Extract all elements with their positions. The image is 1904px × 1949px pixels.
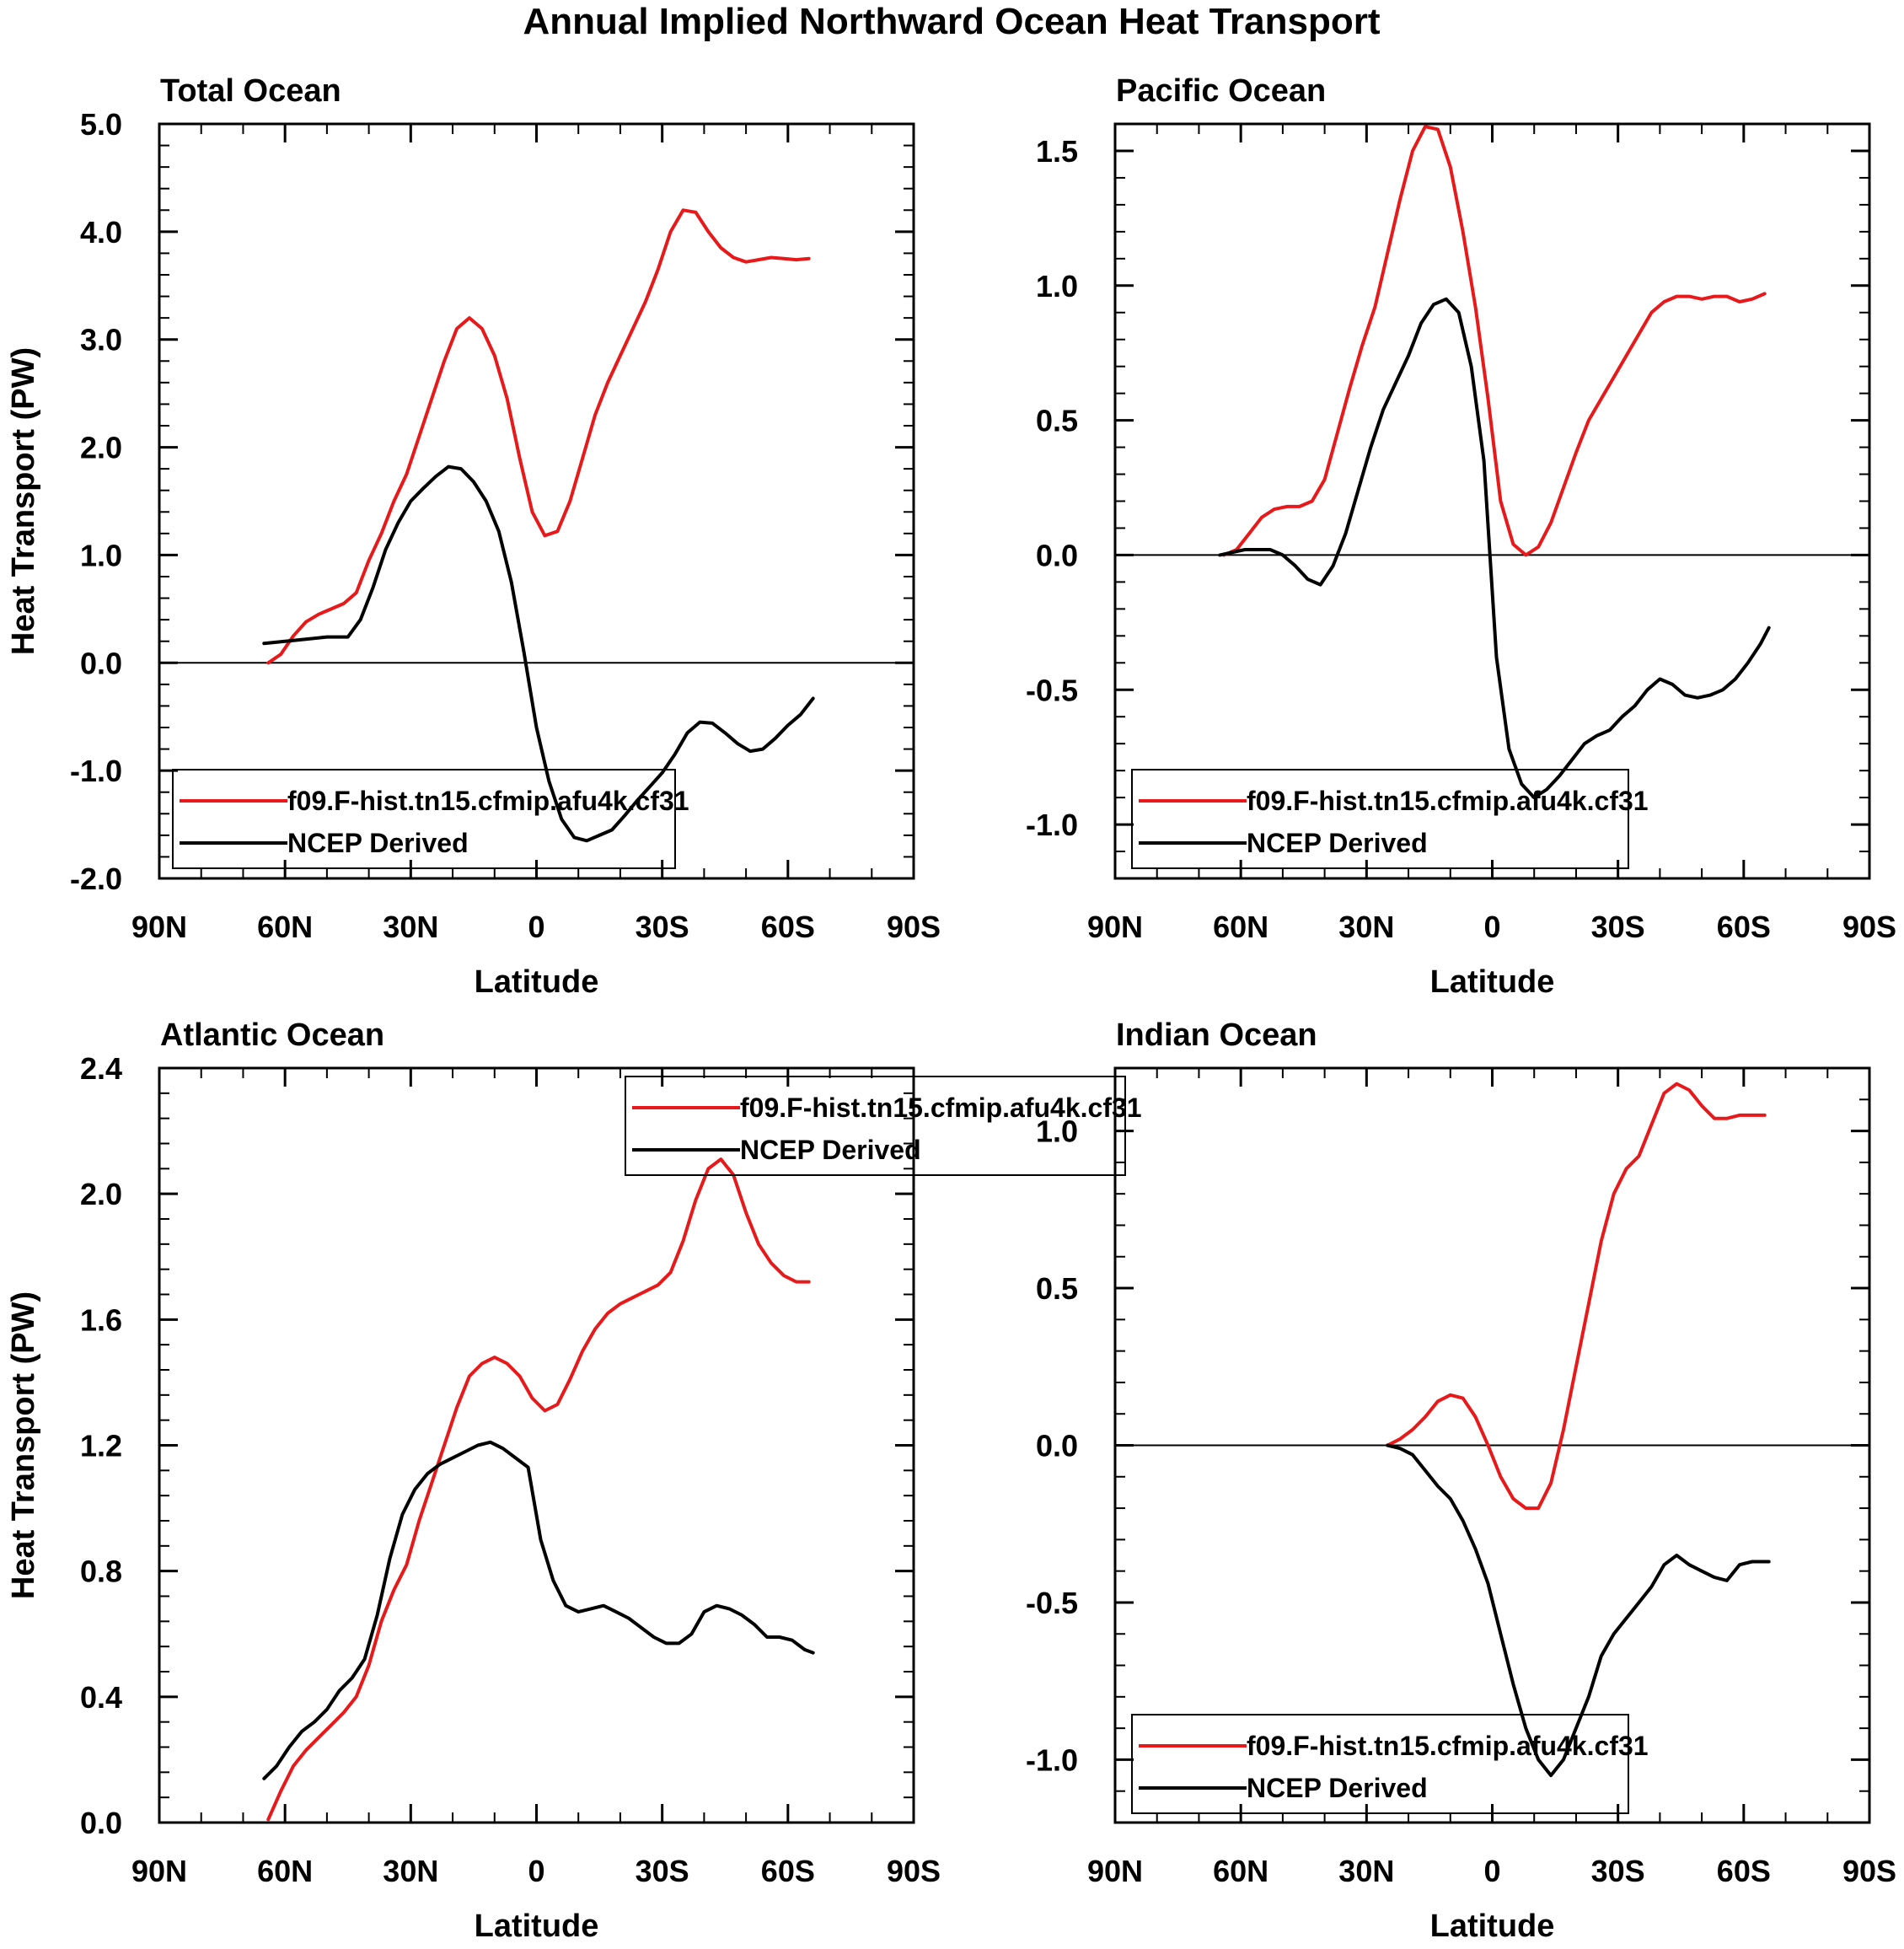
x-tick-label: 90N xyxy=(131,1854,187,1888)
panel-title: Atlantic Ocean xyxy=(160,1017,384,1053)
x-axis-label: Latitude xyxy=(1430,964,1555,1000)
x-tick-label: 90N xyxy=(1087,1854,1143,1888)
x-tick-label: 90S xyxy=(1842,910,1896,944)
y-tick-label: 0.5 xyxy=(1036,1271,1078,1306)
x-tick-label: 0 xyxy=(1483,910,1500,944)
x-tick-label: 60S xyxy=(1717,910,1771,944)
y-tick-label: 0.0 xyxy=(80,646,122,680)
legend: f09.F-hist.tn15.cfmip.afu4k.cf31 NCEP Der… xyxy=(1131,769,1649,869)
y-tick-label: 0.0 xyxy=(80,1806,122,1840)
x-tick-label: 30S xyxy=(1591,1854,1645,1888)
x-axis-label: Latitude xyxy=(475,1909,599,1944)
x-tick-label: 30S xyxy=(636,1854,689,1888)
legend: f09.F-hist.tn15.cfmip.afu4k.cf31 NCEP Der… xyxy=(625,1076,1142,1176)
series-line-ncep-derived xyxy=(1218,297,1771,800)
legend: f09.F-hist.tn15.cfmip.afu4k.cf31 NCEP Der… xyxy=(1131,1714,1649,1814)
panel-pacific-ocean: 90N 60N 30N 0 30S 60S 90S -1.0 -0.5 0.0 0.5 1.0 1.5 P… xyxy=(1026,73,1896,1000)
series-line-model xyxy=(266,1157,811,1822)
legend-box xyxy=(1131,769,1629,869)
x-tick-label: 60S xyxy=(1717,1854,1771,1888)
legend-label-ncep-derived: NCEP Derived xyxy=(287,828,469,858)
y-tick-label: 4.0 xyxy=(80,215,122,250)
legend-label-model: f09.F-hist.tn15.cfmip.afu4k.cf31 xyxy=(740,1093,1142,1123)
series-line-ncep-derived xyxy=(262,1440,815,1780)
series-line-model xyxy=(1222,125,1767,557)
x-tick-label: 30S xyxy=(636,910,689,944)
x-tick-label: 60N xyxy=(1213,910,1268,944)
y-tick-label: 2.0 xyxy=(80,1177,122,1211)
y-axis-label: Heat Transport (PW) xyxy=(6,347,41,655)
series-line-ncep-derived xyxy=(1386,1443,1771,1778)
x-axis-label: Latitude xyxy=(475,964,599,1000)
y-axis-label: Heat Transport (PW) xyxy=(6,1291,41,1599)
x-tick-label: 0 xyxy=(528,910,544,944)
x-tick-label: 90S xyxy=(1842,1854,1896,1888)
x-axis-label: Latitude xyxy=(1430,1909,1555,1944)
x-tick-label: 60S xyxy=(761,910,815,944)
y-tick-label: 0.4 xyxy=(80,1680,122,1715)
x-tick-label: 30N xyxy=(383,1854,438,1888)
y-tick-label: 1.0 xyxy=(80,538,122,572)
panel-indian-ocean: 90N 60N 30N 0 30S 60S 90S -1.0 -0.5 0.0 0.5 1.0 Indi… xyxy=(1026,1017,1896,1944)
y-tick-label: 2.0 xyxy=(80,431,122,465)
x-tick-label: 60N xyxy=(257,1854,313,1888)
panel-total-ocean: 90N 60N 30N 0 30S 60S 90S -2.0 -1.0 0.0 1.0 2.0 3.0 4… xyxy=(6,73,941,1000)
legend-box xyxy=(1131,1714,1629,1814)
y-tick-label: 0.8 xyxy=(80,1554,122,1589)
x-tick-label: 30S xyxy=(1591,910,1645,944)
x-tick-label: 90N xyxy=(1087,910,1143,944)
x-tick-label: 60N xyxy=(257,910,313,944)
y-tick-label: -1.0 xyxy=(1026,1742,1078,1777)
legend-label-ncep-derived: NCEP Derived xyxy=(1247,828,1428,858)
x-tick-label: 30N xyxy=(383,910,438,944)
y-tick-label: 0.0 xyxy=(1036,1429,1078,1463)
panel-atlantic-ocean: 90N 60N 30N 0 30S 60S 90S 0.0 0.4 0.8 1.2 1.6 2.0 2.4… xyxy=(6,1017,1142,1944)
y-tick-label: 1.5 xyxy=(1036,134,1078,169)
x-tick-label: 60S xyxy=(761,1854,815,1888)
y-tick-label: 1.0 xyxy=(1036,1114,1078,1149)
x-tick-label: 0 xyxy=(528,1854,544,1888)
legend-box xyxy=(172,769,676,869)
legend-label-model: f09.F-hist.tn15.cfmip.afu4k.cf31 xyxy=(1247,1731,1649,1761)
series-line-model xyxy=(266,208,811,665)
y-tick-label: -2.0 xyxy=(70,862,122,896)
x-tick-label: 90S xyxy=(887,910,941,944)
y-tick-label: 2.4 xyxy=(80,1051,122,1086)
y-tick-label: 1.6 xyxy=(80,1302,122,1337)
x-tick-label: 30N xyxy=(1338,1854,1394,1888)
series-line-model xyxy=(1386,1082,1767,1511)
legend-label-ncep-derived: NCEP Derived xyxy=(1247,1773,1428,1803)
y-tick-label: 3.0 xyxy=(80,323,122,357)
x-tick-label: 60N xyxy=(1213,1854,1268,1888)
x-tick-label: 90N xyxy=(131,910,187,944)
legend-label-model: f09.F-hist.tn15.cfmip.afu4k.cf31 xyxy=(287,786,689,816)
y-tick-label: -0.5 xyxy=(1026,673,1078,707)
y-tick-label: -0.5 xyxy=(1026,1586,1078,1620)
legend-label-model: f09.F-hist.tn15.cfmip.afu4k.cf31 xyxy=(1247,786,1649,816)
y-tick-label: 5.0 xyxy=(80,107,122,142)
y-tick-label: 0.0 xyxy=(1036,538,1078,572)
legend-label-ncep-derived: NCEP Derived xyxy=(740,1135,921,1165)
x-tick-label: 90S xyxy=(887,1854,941,1888)
panel-title: Pacific Ocean xyxy=(1116,73,1326,109)
x-tick-label: 30N xyxy=(1338,910,1394,944)
y-tick-label: 1.0 xyxy=(1036,269,1078,303)
figure-title: Annual Implied Northward Ocean Heat Tran… xyxy=(523,1,1380,42)
y-tick-label: -1.0 xyxy=(1026,808,1078,842)
panel-title: Indian Ocean xyxy=(1116,1017,1317,1053)
y-tick-label: 0.5 xyxy=(1036,404,1078,438)
panel-title: Total Ocean xyxy=(160,73,341,109)
y-tick-label: -1.0 xyxy=(70,754,122,788)
legend: f09.F-hist.tn15.cfmip.afu4k.cf31 NCEP Der… xyxy=(172,769,689,869)
legend-box xyxy=(625,1076,1126,1176)
series-line-ncep-derived xyxy=(262,464,815,843)
y-tick-label: 1.2 xyxy=(80,1429,122,1463)
x-tick-label: 0 xyxy=(1483,1854,1500,1888)
